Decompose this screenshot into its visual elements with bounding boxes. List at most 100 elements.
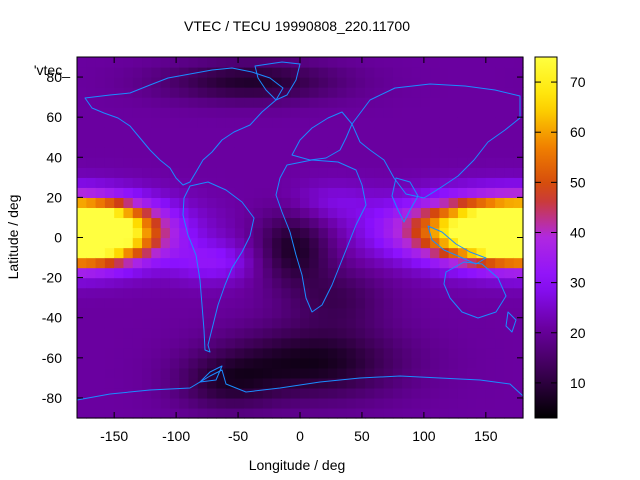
heatmap-cell	[327, 217, 338, 229]
heatmap-cell	[160, 277, 171, 289]
heatmap-cell	[374, 407, 385, 419]
heatmap-cell	[327, 367, 338, 379]
heatmap-cell	[411, 257, 422, 269]
heatmap-cell	[169, 397, 180, 409]
heatmap-cell	[430, 67, 440, 78]
heatmap-cell	[179, 157, 190, 168]
heatmap-cell	[114, 327, 125, 339]
heatmap-cell	[262, 337, 273, 349]
heatmap-cell	[123, 387, 134, 399]
key-label: 'vtec_	[34, 62, 70, 78]
heatmap-cell	[95, 107, 106, 118]
heatmap-cell	[169, 177, 180, 188]
heatmap-cell	[457, 277, 468, 289]
heatmap-cell	[114, 297, 125, 309]
heatmap-cell	[262, 397, 273, 409]
heatmap-cell	[392, 337, 403, 349]
coastline-indonesia	[427, 225, 487, 265]
heatmap-cell	[318, 257, 329, 269]
heatmap-cell	[327, 307, 338, 319]
heatmap-cell	[457, 407, 468, 419]
heatmap-cell	[272, 297, 283, 309]
heatmap-cell	[188, 197, 199, 209]
heatmap-cell	[309, 227, 320, 239]
heatmap-cell	[160, 67, 171, 78]
heatmap-cell	[123, 397, 134, 409]
heatmap-cell	[457, 167, 468, 178]
heatmap-cell	[77, 377, 87, 389]
heatmap-cell	[169, 127, 180, 138]
heatmap-cell	[151, 387, 162, 399]
heatmap-cell	[77, 127, 87, 138]
heatmap-cell	[281, 337, 292, 349]
heatmap-cell	[504, 217, 515, 229]
heatmap-cell	[197, 207, 208, 219]
heatmap-cell	[86, 127, 97, 138]
y-tick-label: -60	[42, 350, 62, 366]
heatmap-cell	[402, 157, 413, 168]
heatmap-cell	[253, 257, 264, 269]
heatmap-cell	[402, 127, 413, 138]
heatmap-cell	[300, 387, 310, 399]
heatmap-cell	[374, 357, 385, 369]
heatmap-cell	[77, 247, 87, 259]
heatmap-cell	[77, 327, 87, 339]
heatmap-cell	[383, 407, 394, 419]
heatmap-cell	[234, 197, 245, 209]
heatmap-cell	[402, 347, 413, 359]
heatmap-cell	[151, 127, 162, 138]
heatmap-cell	[160, 87, 171, 98]
heatmap-cell	[485, 197, 496, 209]
heatmap-cell	[114, 127, 125, 138]
heatmap-cell	[142, 227, 152, 239]
heatmap-cell	[225, 377, 236, 389]
heatmap-cell	[374, 347, 385, 359]
heatmap-cell	[448, 187, 459, 198]
heatmap-cell	[95, 237, 106, 249]
heatmap-cell	[448, 77, 459, 88]
heatmap-cell	[253, 167, 264, 178]
heatmap-cell	[448, 357, 459, 369]
heatmap-cell	[281, 67, 292, 78]
heatmap-cell	[207, 247, 217, 259]
heatmap-cell	[383, 247, 394, 259]
heatmap-cell	[392, 87, 403, 98]
heatmap-cell	[197, 227, 208, 239]
heatmap-cell	[300, 77, 310, 88]
heatmap-cell	[513, 167, 524, 178]
y-tick-label: -20	[42, 270, 62, 286]
heatmap-cell	[485, 397, 496, 409]
coastline-north-america	[84, 67, 284, 186]
heatmap-cell	[160, 397, 171, 409]
heatmap-cell	[188, 407, 199, 419]
heatmap-cell	[169, 77, 180, 88]
heatmap-cell	[495, 187, 506, 198]
heatmap-cell	[160, 297, 171, 309]
heatmap-cell	[300, 307, 310, 319]
heatmap-cell	[225, 217, 236, 229]
heatmap-cell	[327, 117, 338, 128]
heatmap-cell	[151, 397, 162, 409]
heatmap-cell	[114, 277, 125, 289]
heatmap-cell	[169, 227, 180, 239]
heatmap-cell	[467, 207, 478, 219]
heatmap-cell	[253, 267, 264, 279]
heatmap-cell	[513, 407, 524, 419]
heatmap-cell	[169, 317, 180, 329]
heatmap-cell	[374, 187, 385, 198]
heatmap-cell	[365, 177, 375, 188]
heatmap-cell	[476, 87, 487, 98]
heatmap-cell	[495, 197, 506, 209]
heatmap-cell	[272, 397, 283, 409]
heatmap-cell	[448, 327, 459, 339]
heatmap-cell	[290, 337, 301, 349]
heatmap-cell	[225, 317, 236, 329]
heatmap-cell	[225, 107, 236, 118]
heatmap-cell	[504, 267, 515, 279]
heatmap-cell	[327, 167, 338, 178]
heatmap-cell	[225, 277, 236, 289]
heatmap-cell	[86, 267, 97, 279]
heatmap-cell	[476, 337, 487, 349]
heatmap-cell	[402, 407, 413, 419]
heatmap-cell	[244, 167, 255, 178]
